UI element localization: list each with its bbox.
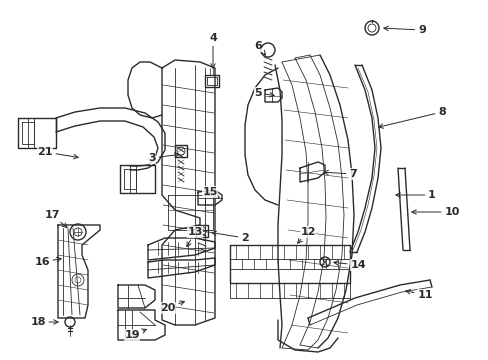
Text: 1: 1	[395, 190, 435, 200]
Text: 3: 3	[148, 153, 179, 163]
Text: 11: 11	[405, 289, 432, 300]
Text: 5: 5	[254, 88, 274, 98]
Text: 12: 12	[297, 227, 315, 243]
Text: 15: 15	[202, 187, 219, 197]
Text: 10: 10	[411, 207, 459, 217]
Text: 19: 19	[124, 329, 146, 340]
Text: 14: 14	[333, 260, 365, 270]
Text: 7: 7	[323, 169, 356, 179]
Text: 4: 4	[209, 33, 217, 68]
Text: 21: 21	[37, 147, 78, 159]
Text: 16: 16	[34, 257, 61, 267]
Text: 6: 6	[254, 41, 265, 55]
Text: 2: 2	[211, 231, 248, 243]
Text: 18: 18	[30, 317, 58, 327]
Text: 13: 13	[186, 227, 202, 247]
Text: 8: 8	[378, 107, 445, 128]
Text: 17: 17	[44, 210, 67, 228]
Text: 9: 9	[383, 25, 425, 35]
Text: 20: 20	[160, 301, 184, 313]
